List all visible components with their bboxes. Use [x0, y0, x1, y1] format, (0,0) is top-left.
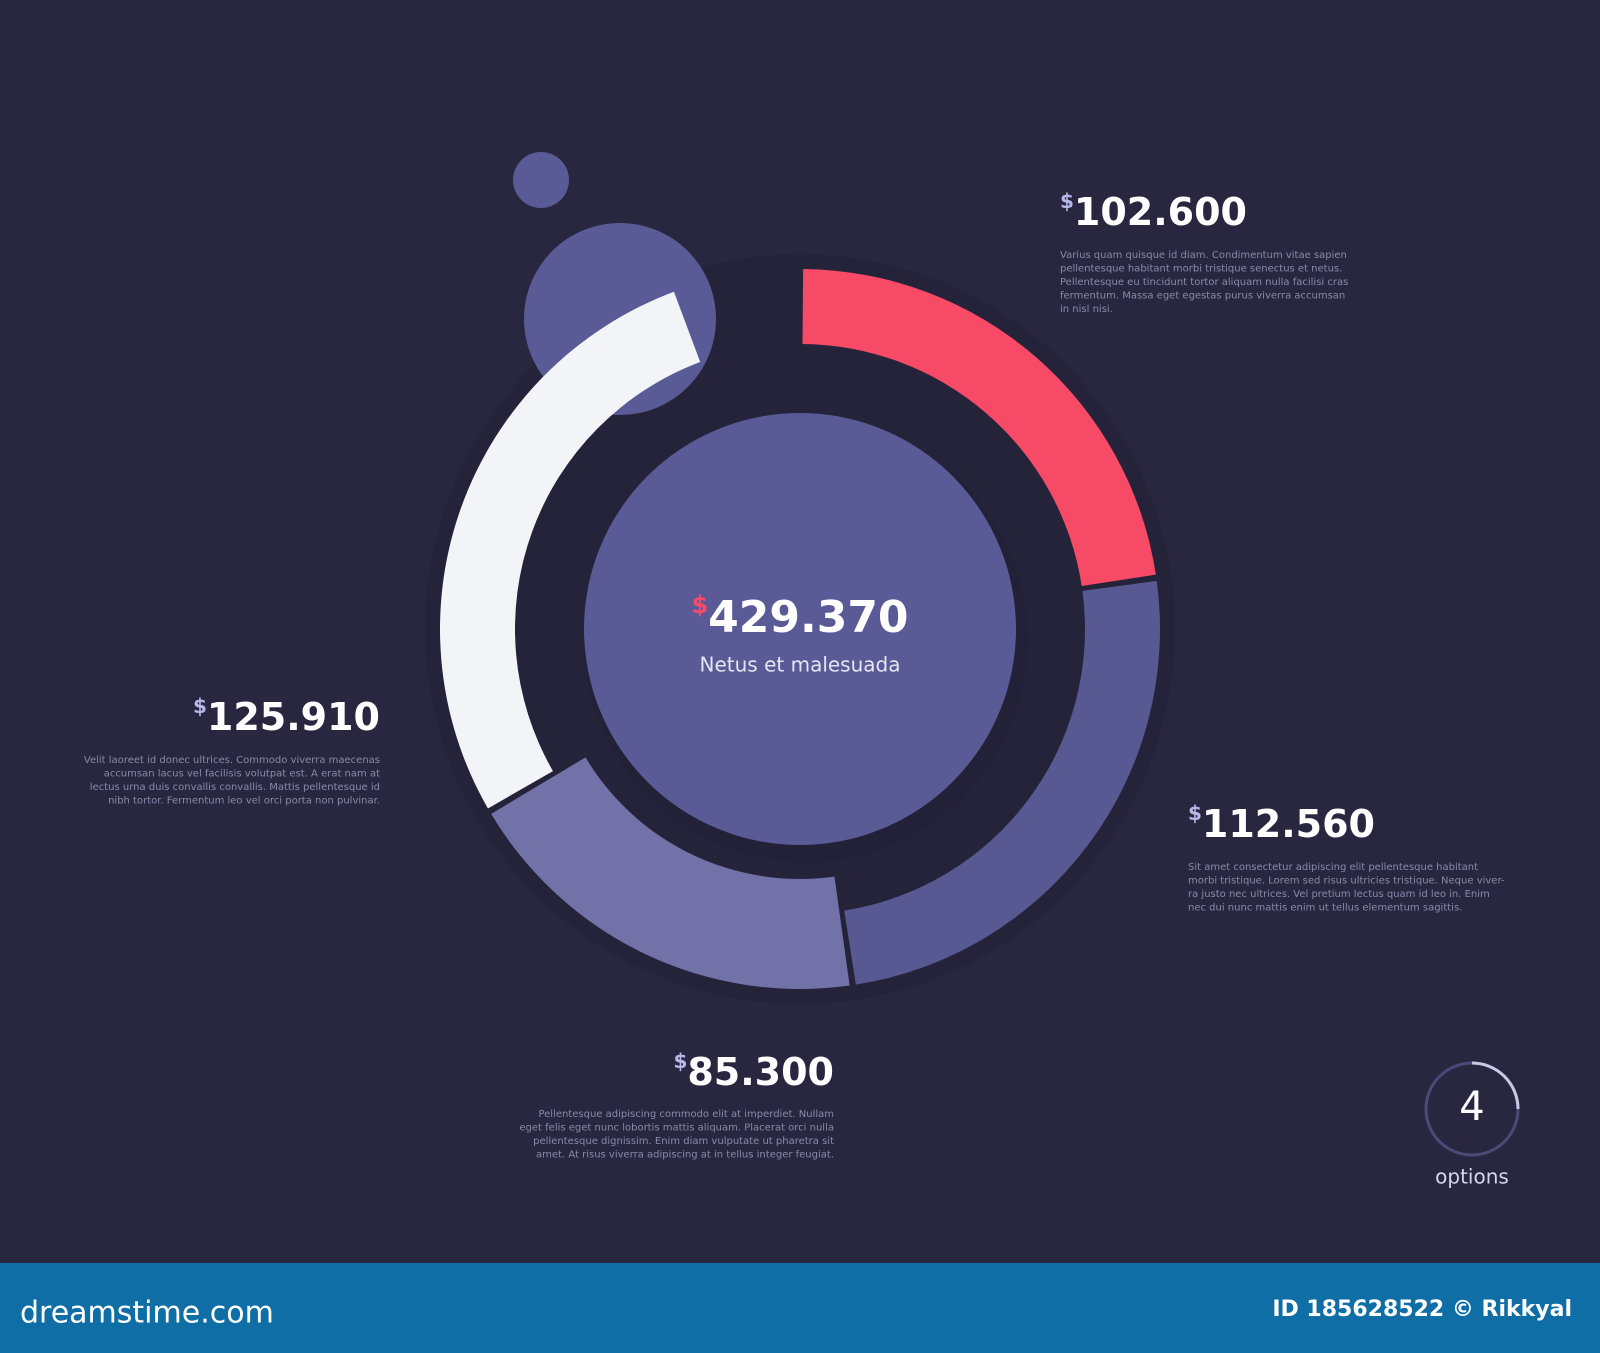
- value-number: 125.910: [207, 695, 380, 739]
- value-number: 85.300: [687, 1050, 834, 1094]
- description-line: lectus urna duis convallis convallis. Ma…: [90, 782, 380, 793]
- currency: $: [1188, 801, 1202, 825]
- description-line: eget felis eget nunc lobortis mattis ali…: [519, 1123, 834, 1134]
- footer-site: dreamstime.com: [20, 1296, 274, 1331]
- donut-segment: [440, 291, 701, 809]
- value-label: $102.600: [1060, 189, 1247, 234]
- center-circle: [584, 413, 1016, 845]
- description-line: nibh tortor. Fermentum leo vel orci port…: [108, 796, 380, 807]
- description-line: accumsan lacus vel facilisis volutpat es…: [104, 769, 380, 780]
- options-label: options: [1435, 1165, 1509, 1189]
- footer-bar: [0, 1263, 1600, 1353]
- description-line: Pellentesque adipiscing commodo elit at …: [538, 1109, 834, 1120]
- description-line: amet. At risus viverra adipiscing at in …: [536, 1150, 834, 1161]
- description-line: pellentesque habitant morbi tristique se…: [1060, 264, 1342, 275]
- footer-credit: ID 185628522 © Rikkyal: [1272, 1297, 1572, 1322]
- description-line: Sit amet consectetur adipiscing elit pel…: [1188, 862, 1478, 873]
- description-line: fermentum. Massa eget egestas purus vive…: [1060, 291, 1345, 302]
- description-line: pellentesque dignissim. Enim diam vulput…: [533, 1136, 834, 1147]
- value-number: 102.600: [1074, 190, 1247, 234]
- currency: $: [673, 1049, 687, 1073]
- center-value: $429.370: [691, 591, 908, 643]
- description-line: Varius quam quisque id diam. Condimentum…: [1060, 250, 1347, 261]
- description-line: Velit laoreet id donec ultrices. Commodo…: [84, 755, 380, 766]
- options-count: 4: [1459, 1084, 1484, 1130]
- description-line: nec dui nunc mattis enim ut tellus eleme…: [1188, 903, 1462, 914]
- currency: $: [1060, 189, 1074, 213]
- center-subtitle: Netus et malesuada: [700, 653, 901, 677]
- currency: $: [193, 694, 207, 718]
- donut-segment: [491, 757, 850, 989]
- value-label: $112.560: [1188, 801, 1375, 846]
- description-line: Pellentesque eu tincidunt tortor aliquam…: [1060, 277, 1348, 288]
- value-number: 112.560: [1202, 802, 1375, 846]
- value-label: $125.910: [193, 694, 380, 739]
- value-label: $85.300: [673, 1049, 834, 1094]
- currency: $: [691, 591, 708, 619]
- options-arc: [1471, 1061, 1520, 1110]
- description-line: ra justo nec ultrices. Vel pretium lectu…: [1188, 889, 1490, 900]
- description-line: in nisl nisi.: [1060, 304, 1113, 315]
- bubble-small: [513, 152, 569, 208]
- center-value-number: 429.370: [708, 592, 908, 643]
- description-line: morbi tristique. Lorem sed risus ultrici…: [1188, 876, 1505, 887]
- donut-segment: [844, 580, 1160, 985]
- donut-segment: [802, 269, 1156, 586]
